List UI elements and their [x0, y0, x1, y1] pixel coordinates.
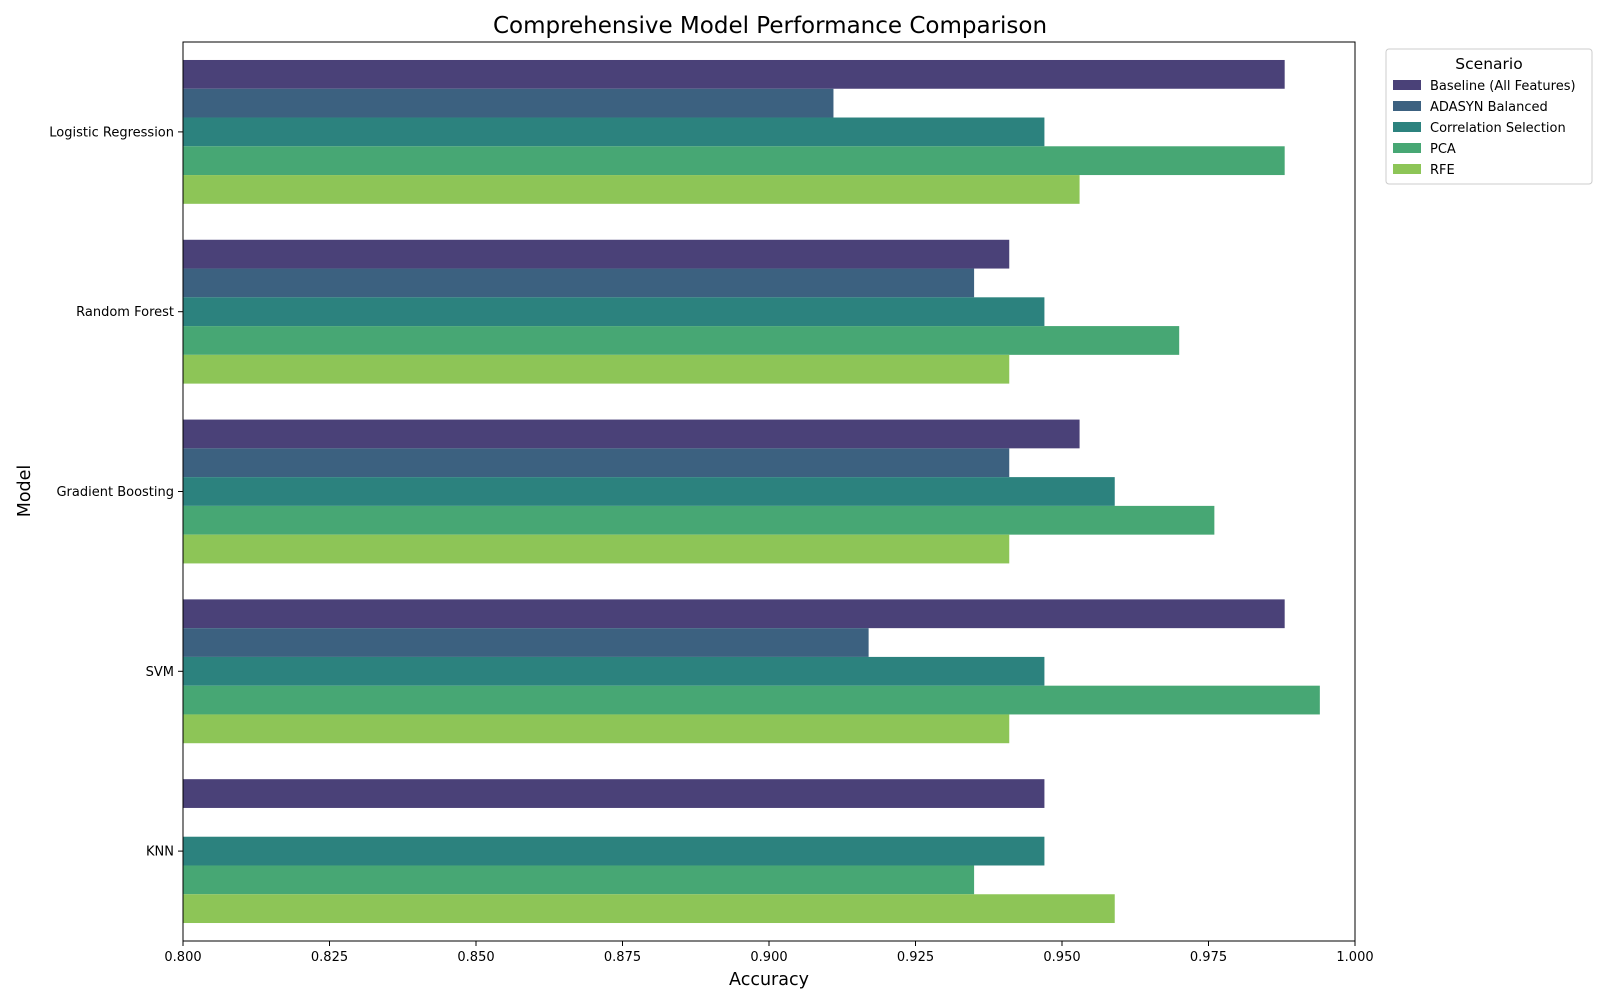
legend-label: Baseline (All Features) [1430, 79, 1576, 94]
x-axis-ticks: 0.800 0.825 0.850 0.875 0.900 0.925 0.950 0.975… [164, 941, 1374, 965]
x-tick-label: 0.975 [1190, 950, 1227, 965]
x-tick-label: 0.900 [750, 950, 787, 965]
legend-title: Scenario [1455, 55, 1522, 73]
bar [183, 534, 1010, 564]
x-axis-label: Accuracy [729, 970, 809, 990]
bar [183, 88, 834, 118]
bar [183, 628, 869, 657]
y-tick-label: Logistic Regression [49, 125, 174, 140]
bar [183, 477, 1115, 506]
bar [183, 836, 1045, 866]
legend-label: ADASYN Balanced [1430, 100, 1548, 115]
x-tick-label: 1.000 [1336, 950, 1373, 965]
bar [183, 326, 1180, 355]
bar [183, 894, 1115, 924]
plot-frame [182, 41, 1356, 942]
legend-swatch [1393, 143, 1421, 153]
bar [183, 865, 975, 895]
x-tick-label: 0.950 [1043, 950, 1080, 965]
legend-label: Correlation Selection [1430, 121, 1566, 136]
bar [183, 239, 1010, 269]
bar [183, 297, 1045, 327]
x-tick-label: 0.850 [457, 950, 494, 965]
legend-items: Baseline (All Features) ADASYN Balanced Co… [1393, 79, 1576, 178]
bar [183, 714, 1010, 744]
bar [183, 117, 1045, 147]
bar [183, 59, 1285, 89]
bar [183, 685, 1320, 715]
bar [183, 505, 1215, 535]
bar [183, 419, 1080, 449]
bars-group [183, 59, 1320, 924]
x-tick-label: 0.925 [897, 950, 934, 965]
y-tick-label: Random Forest [76, 305, 174, 320]
y-axis-label: Model [15, 465, 35, 518]
bar [183, 656, 1045, 686]
legend: Scenario Baseline (All Features) ADASYN B… [1385, 48, 1593, 185]
bar [183, 599, 1285, 629]
bar [183, 354, 1010, 384]
x-tick-label: 0.875 [604, 950, 641, 965]
y-tick-label: Gradient Boosting [56, 485, 174, 500]
legend-box [1385, 48, 1593, 185]
bar [183, 448, 1010, 478]
legend-swatch [1393, 80, 1421, 90]
legend-label: RFE [1430, 163, 1455, 178]
legend-swatch [1393, 164, 1421, 174]
x-tick-label: 0.825 [311, 950, 348, 965]
bar [183, 779, 1045, 808]
x-tick-label: 0.800 [164, 950, 201, 965]
legend-swatch [1393, 122, 1421, 132]
legend-label: PCA [1430, 142, 1456, 157]
y-tick-label: SVM [146, 665, 174, 680]
y-tick-label: KNN [146, 845, 174, 860]
bar [183, 146, 1285, 176]
chart-title: Comprehensive Model Performance Comparis… [493, 13, 1047, 39]
y-axis-ticks: Logistic Regression Random Forest Gradient… [49, 125, 183, 860]
bar [183, 175, 1080, 204]
bar [183, 268, 975, 298]
legend-swatch [1393, 101, 1421, 111]
